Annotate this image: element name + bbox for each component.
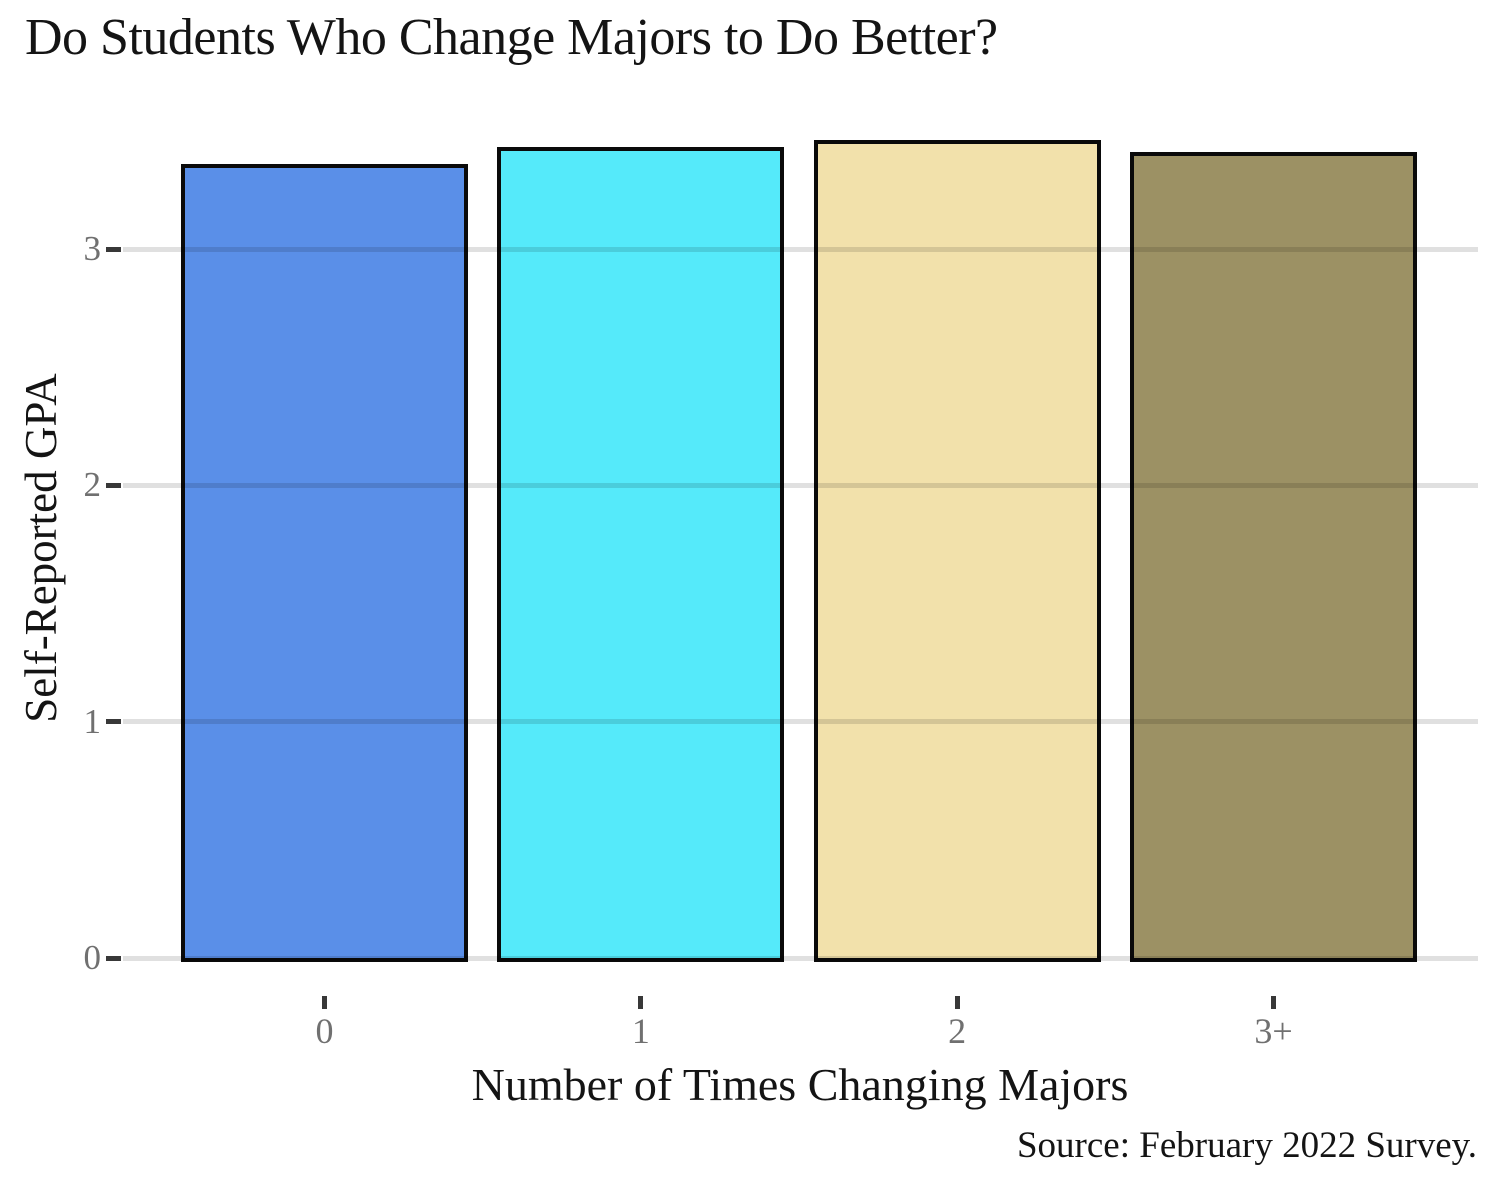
y-tick-mark-3: [106, 246, 121, 252]
y-tick-label-2: 2: [83, 465, 102, 505]
x-tick-mark-2: [954, 996, 960, 1009]
x-tick-label-0: 0: [315, 1011, 334, 1051]
x-axis-title: Number of Times Changing Majors: [471, 1059, 1129, 1110]
x-tick-label-1: 1: [631, 1011, 650, 1051]
bar-1: [497, 147, 785, 963]
x-tick-mark-1: [638, 996, 644, 1009]
chart-title: Do Students Who Change Majors to Do Bett…: [25, 9, 998, 66]
x-tick-mark-3plus: [1270, 996, 1276, 1009]
y-axis-title: Self-Reported GPA: [16, 373, 66, 723]
y-tick-mark-2: [106, 482, 121, 488]
y-tick-label-3: 3: [83, 229, 102, 268]
source-caption: Source: February 2022 Survey.: [1016, 1125, 1477, 1166]
bar-3plus: [1129, 152, 1417, 963]
bar-2: [813, 140, 1101, 963]
y-tick-mark-0: [106, 955, 121, 961]
x-tick-label-3plus: 3+: [1254, 1011, 1293, 1051]
bar-0: [181, 163, 468, 963]
y-tick-label-0: 0: [83, 938, 102, 977]
x-tick-mark-0: [322, 996, 327, 1009]
y-tick-label-1: 1: [83, 701, 102, 741]
y-tick-mark-1: [106, 719, 121, 725]
x-tick-label-2: 2: [948, 1011, 967, 1051]
